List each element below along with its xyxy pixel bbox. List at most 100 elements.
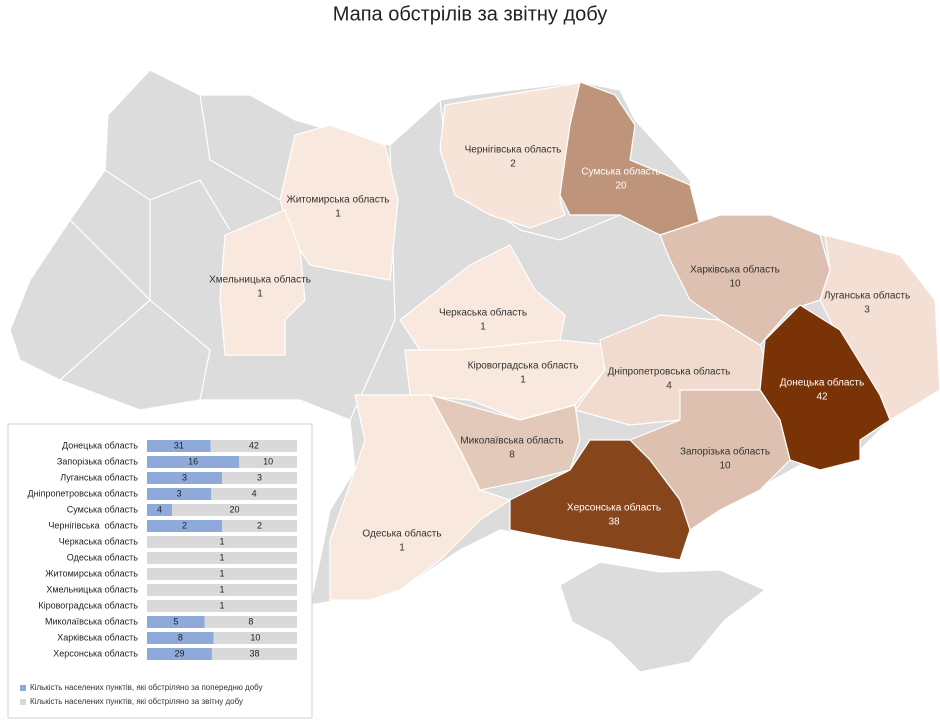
region-name: Херсонська область xyxy=(567,502,661,514)
category-label: Чернігівська область xyxy=(48,520,138,530)
region-name: Донецька область xyxy=(780,377,864,389)
value-label: 10 xyxy=(250,632,260,642)
value-label: 8 xyxy=(248,616,253,626)
category-label: Кіровоградська область xyxy=(38,600,138,610)
region xyxy=(659,214,831,346)
region-name: Дніпропетровська область xyxy=(608,366,731,378)
bar xyxy=(147,504,172,516)
region-value: 4 xyxy=(666,381,672,392)
value-label: 20 xyxy=(229,504,239,514)
regions: Чернігівська область 2 Сумська область 20 Жи… xyxy=(209,81,940,601)
region-value: 2 xyxy=(510,159,516,170)
bar xyxy=(210,440,297,452)
value-label: 5 xyxy=(173,616,178,626)
legend-swatch xyxy=(20,699,26,705)
region xyxy=(628,389,791,531)
region xyxy=(509,439,691,561)
category-label: Сумська область xyxy=(67,504,139,514)
category-label: Херсонська область xyxy=(53,648,138,658)
bar xyxy=(147,472,222,484)
bar xyxy=(147,440,211,452)
category-label: Запорізька область xyxy=(57,456,138,466)
region-value: 38 xyxy=(608,517,620,528)
category-label: Дніпропетровська область xyxy=(28,488,139,498)
value-label: 16 xyxy=(188,456,198,466)
value-label: 3 xyxy=(177,488,182,498)
region-name: Сумська область xyxy=(581,166,660,178)
value-label: 8 xyxy=(178,632,183,642)
region-name: Чернігівська область xyxy=(465,144,562,156)
value-label: 4 xyxy=(157,504,162,514)
bar xyxy=(147,536,297,548)
region-value: 20 xyxy=(615,181,627,192)
bar xyxy=(147,552,297,564)
region-value: 1 xyxy=(520,375,526,386)
bar xyxy=(213,632,297,644)
category-label: Харківська область xyxy=(57,632,138,642)
value-label: 1 xyxy=(219,600,224,610)
category-label: Хмельницька область xyxy=(46,584,138,594)
bar xyxy=(147,456,240,468)
title: Мапа обстрілів за звітну добу xyxy=(333,3,608,25)
region-name: Луганська область xyxy=(824,290,910,302)
bar xyxy=(222,472,297,484)
legend-label: Кількість населених пунктів, які обстріл… xyxy=(30,683,263,692)
region-name: Одеська область xyxy=(362,528,441,540)
value-label: 1 xyxy=(219,568,224,578)
region-name: Запорізька область xyxy=(680,446,770,458)
bar xyxy=(147,520,222,532)
region-value: 1 xyxy=(335,209,341,220)
region-value: 1 xyxy=(257,289,263,300)
value-label: 3 xyxy=(182,472,187,482)
bar xyxy=(147,648,212,660)
region-name: Житомирська область xyxy=(286,194,389,206)
bar xyxy=(204,616,297,628)
category-label: Черкаська область xyxy=(59,536,139,546)
value-label: 1 xyxy=(219,536,224,546)
region-value: 1 xyxy=(399,543,405,554)
bar xyxy=(239,456,297,468)
region-name: Хмельницька область xyxy=(209,274,311,286)
bar xyxy=(211,488,297,500)
bar xyxy=(147,584,297,596)
region-value: 1 xyxy=(480,322,486,333)
region-name: Черкаська область xyxy=(439,307,527,319)
value-label: 1 xyxy=(219,552,224,562)
region-name: Харківська область xyxy=(690,264,780,276)
bar xyxy=(222,520,297,532)
legend-swatch xyxy=(20,685,26,691)
region-name: Миколаївська область xyxy=(460,435,563,447)
region xyxy=(219,209,306,356)
value-label: 10 xyxy=(263,456,273,466)
region xyxy=(559,81,701,236)
value-label: 2 xyxy=(182,520,187,530)
bar xyxy=(211,648,297,660)
category-label: Миколаївська область xyxy=(45,616,138,626)
bar xyxy=(147,616,205,628)
bar xyxy=(147,488,212,500)
region-value: 10 xyxy=(729,279,741,290)
category-label: Одеська область xyxy=(67,552,139,562)
bar xyxy=(147,632,214,644)
crimea xyxy=(559,561,767,673)
bar xyxy=(147,568,297,580)
region-value: 3 xyxy=(864,305,870,316)
region-value: 8 xyxy=(509,450,515,461)
region-value: 10 xyxy=(719,461,731,472)
category-label: Житомирська область xyxy=(45,568,138,578)
value-label: 38 xyxy=(249,648,259,658)
bar xyxy=(172,504,297,516)
region xyxy=(329,394,512,601)
category-label: Донецька область xyxy=(62,440,138,450)
value-label: 29 xyxy=(174,648,184,658)
legend-label: Кількість населених пунктів, які обстріл… xyxy=(30,697,243,706)
region-name: Кіровоградська область xyxy=(468,360,579,372)
value-label: 3 xyxy=(257,472,262,482)
value-label: 42 xyxy=(249,440,259,450)
value-label: 4 xyxy=(252,488,257,498)
category-label: Луганська область xyxy=(60,472,138,482)
value-label: 2 xyxy=(257,520,262,530)
region-value: 42 xyxy=(816,392,828,403)
